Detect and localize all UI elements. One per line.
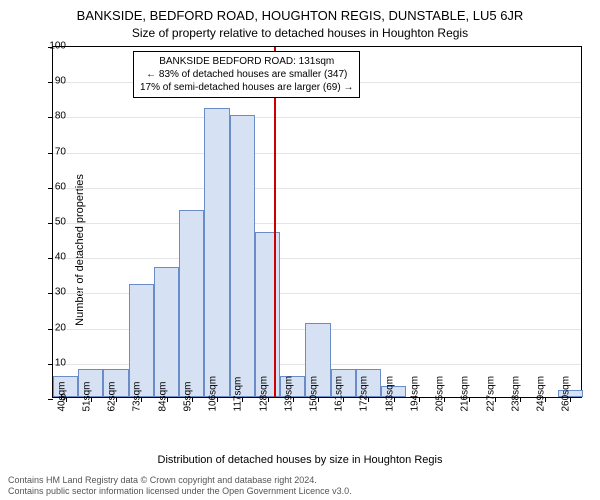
histogram-bar: [230, 115, 255, 397]
y-tick-mark: [48, 188, 53, 189]
y-tick-label: 100: [49, 41, 66, 52]
footer-line1: Contains HM Land Registry data © Crown c…: [8, 475, 352, 487]
annotation-box: BANKSIDE BEDFORD ROAD: 131sqm ← 83% of d…: [133, 51, 360, 98]
annotation-line2: ← 83% of detached houses are smaller (34…: [140, 68, 353, 81]
y-tick-mark: [48, 329, 53, 330]
marker-line: [274, 47, 276, 397]
y-tick-mark: [48, 117, 53, 118]
y-tick-mark: [48, 364, 53, 365]
y-tick-label: 50: [55, 217, 66, 228]
annotation-line1: BANKSIDE BEDFORD ROAD: 131sqm: [140, 55, 353, 68]
y-tick-mark: [48, 258, 53, 259]
gridline: [53, 223, 581, 224]
y-tick-label: 60: [55, 181, 66, 192]
histogram-bar: [179, 210, 204, 397]
footer: Contains HM Land Registry data © Crown c…: [8, 475, 352, 498]
y-tick-label: 40: [55, 252, 66, 263]
y-tick-mark: [48, 153, 53, 154]
y-tick-mark: [48, 223, 53, 224]
gridline: [53, 153, 581, 154]
chart-title-sub: Size of property relative to detached ho…: [0, 26, 600, 40]
y-tick-label: 70: [55, 146, 66, 157]
footer-line2: Contains public sector information licen…: [8, 486, 352, 498]
x-axis-label: Distribution of detached houses by size …: [0, 454, 600, 466]
plot-area: BANKSIDE BEDFORD ROAD: 131sqm ← 83% of d…: [52, 46, 582, 398]
chart-container: BANKSIDE, BEDFORD ROAD, HOUGHTON REGIS, …: [0, 0, 600, 500]
histogram-bar: [154, 267, 179, 397]
histogram-bar: [204, 108, 229, 397]
y-tick-label: 30: [55, 287, 66, 298]
y-tick-mark: [48, 399, 53, 400]
y-tick-label: 80: [55, 111, 66, 122]
chart-title-main: BANKSIDE, BEDFORD ROAD, HOUGHTON REGIS, …: [0, 8, 600, 23]
y-tick-label: 90: [55, 76, 66, 87]
y-tick-label: 10: [55, 357, 66, 368]
gridline: [53, 188, 581, 189]
y-tick-mark: [48, 82, 53, 83]
y-tick-label: 20: [55, 322, 66, 333]
y-tick-mark: [48, 293, 53, 294]
annotation-line3: 17% of semi-detached houses are larger (…: [140, 81, 353, 94]
gridline: [53, 258, 581, 259]
gridline: [53, 117, 581, 118]
histogram-bar: [129, 284, 154, 397]
